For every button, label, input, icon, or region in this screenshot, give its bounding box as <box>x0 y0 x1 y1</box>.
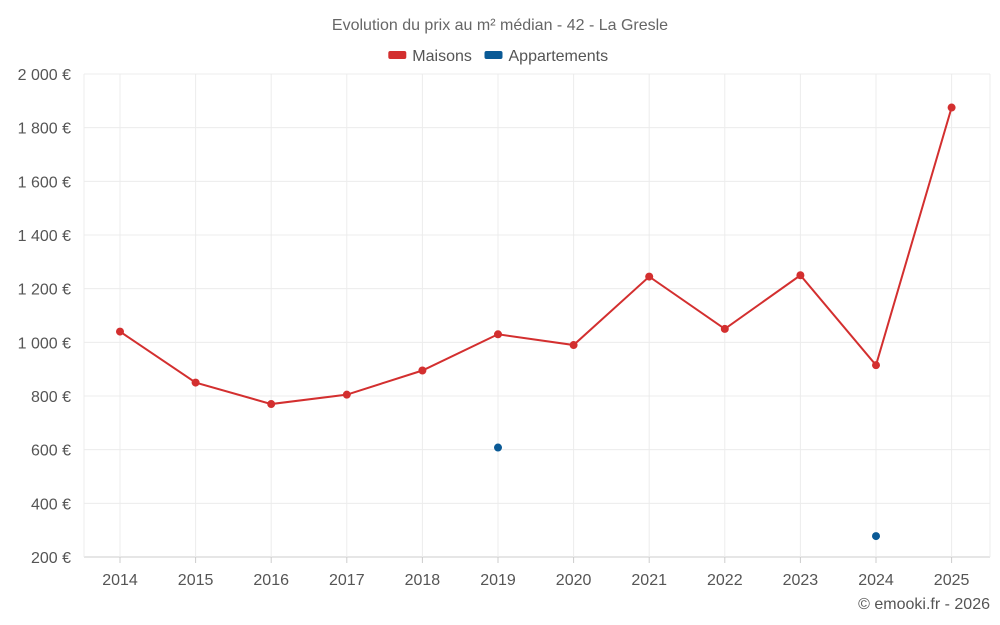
data-point-maisons <box>418 366 427 375</box>
data-point-maisons <box>947 103 956 112</box>
x-tick-label: 2014 <box>102 572 138 589</box>
data-point-appartements <box>872 532 880 541</box>
x-tick-label: 2020 <box>556 572 592 589</box>
legend-label-appartements: Appartements <box>509 48 609 65</box>
legend-swatch-maisons <box>388 51 407 59</box>
data-point-appartements <box>494 443 502 452</box>
y-tick-label: 2 000 € <box>18 67 71 84</box>
y-tick-label: 400 € <box>31 496 71 513</box>
x-tick-label: 2021 <box>631 572 667 589</box>
legend: Maisons Appartements <box>388 48 608 65</box>
y-tick-label: 200 € <box>31 550 71 567</box>
y-gridlines <box>84 73 990 558</box>
x-axis-ticks: 2014 2015 2016 2017 2018 2019 2020 2021 2022 2023… <box>102 572 969 589</box>
y-tick-label: 1 600 € <box>18 174 71 191</box>
data-point-maisons <box>796 271 805 280</box>
data-point-maisons <box>645 272 654 281</box>
y-tick-label: 1 200 € <box>18 282 71 299</box>
data-point-maisons <box>116 327 124 336</box>
data-point-maisons <box>720 324 729 333</box>
x-tick-label: 2025 <box>934 572 970 589</box>
y-tick-label: 1 800 € <box>18 121 71 138</box>
legend-swatch-appartements <box>484 51 503 59</box>
x-tick-label: 2023 <box>783 572 819 589</box>
data-point-maisons <box>267 400 276 409</box>
y-tick-label: 1 000 € <box>18 335 71 352</box>
x-tick-label: 2017 <box>329 572 365 589</box>
x-tick-label: 2024 <box>858 572 894 589</box>
x-gridlines <box>83 74 991 563</box>
x-tick-label: 2015 <box>178 572 214 589</box>
data-point-maisons <box>569 341 578 350</box>
credit-text: © emooki.fr - 2026 <box>858 596 990 613</box>
x-tick-label: 2019 <box>480 572 516 589</box>
y-tick-label: 800 € <box>31 389 71 406</box>
data-point-maisons <box>342 390 351 399</box>
series-layer <box>116 103 956 541</box>
y-tick-label: 600 € <box>31 443 71 460</box>
legend-label-maisons: Maisons <box>412 48 472 65</box>
x-tick-label: 2022 <box>707 572 743 589</box>
series-line-maisons <box>119 107 953 406</box>
x-tick-label: 2016 <box>253 572 289 589</box>
chart-title: Evolution du prix au m² médian - 42 - La… <box>332 17 668 34</box>
data-point-maisons <box>872 361 880 370</box>
y-tick-label: 1 400 € <box>18 228 71 245</box>
y-axis-ticks: 200 € 400 € 600 € 800 € 1 000 € 1 200 € 1 400 … <box>18 67 71 567</box>
data-point-maisons <box>191 378 200 387</box>
data-point-maisons <box>494 330 502 339</box>
x-tick-label: 2018 <box>405 572 441 589</box>
